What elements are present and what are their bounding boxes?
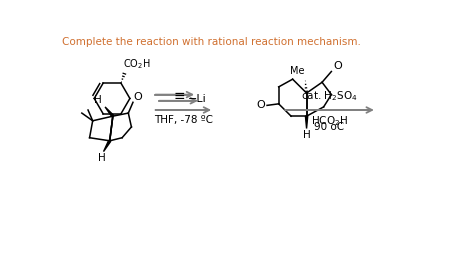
Text: O: O [257, 100, 266, 110]
Text: H: H [303, 130, 310, 140]
Text: H: H [94, 95, 102, 105]
Text: O: O [333, 61, 342, 71]
Text: ≡: ≡ [174, 89, 185, 103]
Text: CO$_2$H: CO$_2$H [122, 57, 150, 71]
Text: THF, -78 ºC: THF, -78 ºC [154, 115, 213, 125]
Text: cat. H$_2$SO$_4$: cat. H$_2$SO$_4$ [301, 89, 358, 103]
Text: Me: Me [290, 66, 305, 76]
Polygon shape [306, 116, 308, 128]
Polygon shape [105, 107, 114, 117]
Text: H: H [98, 153, 106, 163]
Text: O: O [134, 92, 143, 101]
Text: HCO$_2$H: HCO$_2$H [311, 114, 348, 128]
Polygon shape [104, 140, 111, 152]
Text: Complete the reaction with rational reaction mechanism.: Complete the reaction with rational reac… [63, 37, 361, 47]
Text: −Li: −Li [188, 94, 207, 104]
Text: 90 oC: 90 oC [315, 122, 345, 132]
